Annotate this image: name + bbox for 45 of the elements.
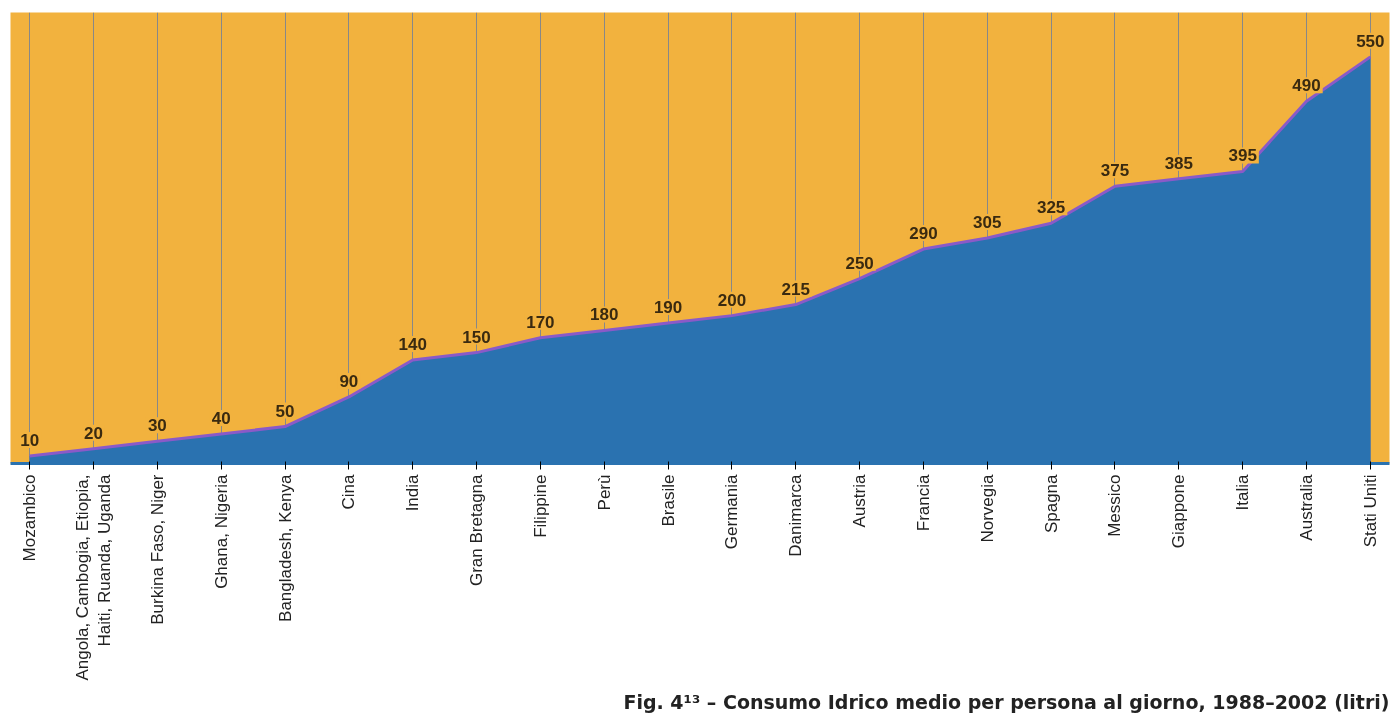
data-label: 50 <box>275 401 295 421</box>
data-label: 10 <box>20 431 40 451</box>
x-tick-label: Spagna <box>1041 473 1061 534</box>
data-label: 190 <box>653 298 683 318</box>
data-label: 290 <box>909 224 938 244</box>
x-tick-label: Francia <box>913 473 933 532</box>
x-tick-label: Norvegia <box>977 473 997 543</box>
data-label: 170 <box>526 312 555 332</box>
data-label: 305 <box>973 213 1002 232</box>
x-tick-label: India <box>403 473 423 512</box>
x-tick-label: Mozambico <box>20 474 40 562</box>
x-tick-label: Australia <box>1297 473 1316 541</box>
x-tick-label: Danimarca <box>786 473 806 557</box>
x-tick-label: Giappone <box>1169 474 1189 549</box>
data-label: 40 <box>211 408 231 428</box>
data-label: 375 <box>1100 161 1130 181</box>
x-tick-label: Bangladesh, Kenya <box>275 473 295 622</box>
data-label: 200 <box>717 290 747 310</box>
data-label: 140 <box>398 334 427 354</box>
data-label: 250 <box>845 253 874 273</box>
x-tick-label: Perù <box>594 474 614 511</box>
data-label: 90 <box>339 371 359 391</box>
data-label: 385 <box>1164 153 1194 173</box>
data-label: 180 <box>590 305 619 325</box>
x-tick-label: Messico <box>1105 474 1125 537</box>
x-tick-label: Filippine <box>530 474 550 538</box>
data-label: 395 <box>1228 146 1257 166</box>
data-label: 150 <box>462 327 491 347</box>
x-tick-label: Burkina Faso, Niger <box>147 474 167 625</box>
x-tick-label: Italia <box>1233 473 1253 511</box>
x-tick-label: Ghana, Nigeria <box>211 473 231 589</box>
text: Fig. 4¹³ – Consumo Idrico medio per persona al giorno, 1988–2002 (litri) <box>623 690 1390 713</box>
x-tick-label: Stati Uniti <box>1360 474 1380 548</box>
data-label: 30 <box>147 416 167 436</box>
x-tick-label: Cina <box>339 473 359 510</box>
data-label: 550 <box>1356 31 1385 51</box>
x-tick-label: Angola, Cambogia, Etiopia, Haiti, Ruanda, Uganda <box>72 473 115 681</box>
x-tick-label: Austria <box>850 473 870 528</box>
x-tick-label: Gran Bretagna <box>467 473 487 587</box>
data-label: 325 <box>1036 198 1066 218</box>
x-tick-label: Brasile <box>658 474 678 527</box>
x-tick-label: Germania <box>722 473 742 550</box>
data-label: 490 <box>1292 76 1321 96</box>
data-label: 215 <box>781 279 810 299</box>
data-label: 20 <box>84 423 103 443</box>
